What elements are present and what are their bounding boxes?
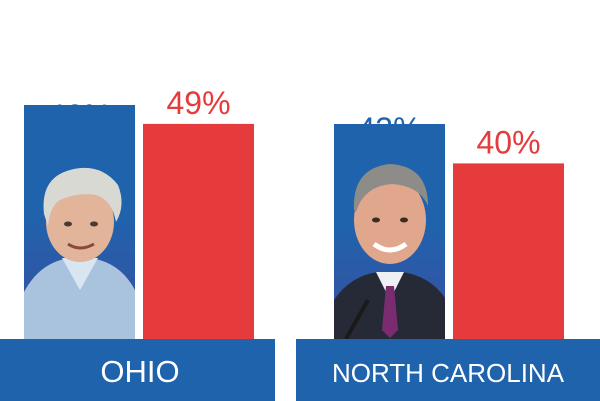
category-band (0, 339, 275, 401)
value-labels-layer: 46% 49% 43% 40% (47, 85, 540, 161)
value-label: 40% (476, 124, 540, 160)
category-band (296, 339, 600, 401)
value-label: 46% (47, 98, 111, 134)
person-photo (334, 124, 445, 339)
category-label: NORTH CAROLINA (332, 358, 565, 388)
category-label: OHIO (100, 354, 179, 389)
category-bands-layer: OHIO NORTH CAROLINA (0, 339, 600, 401)
bar-ohio-red (143, 123, 254, 339)
value-label: 43% (357, 111, 421, 147)
person-photo (24, 105, 135, 339)
bar-north-carolina-red (453, 163, 564, 339)
value-label: 49% (166, 85, 230, 121)
